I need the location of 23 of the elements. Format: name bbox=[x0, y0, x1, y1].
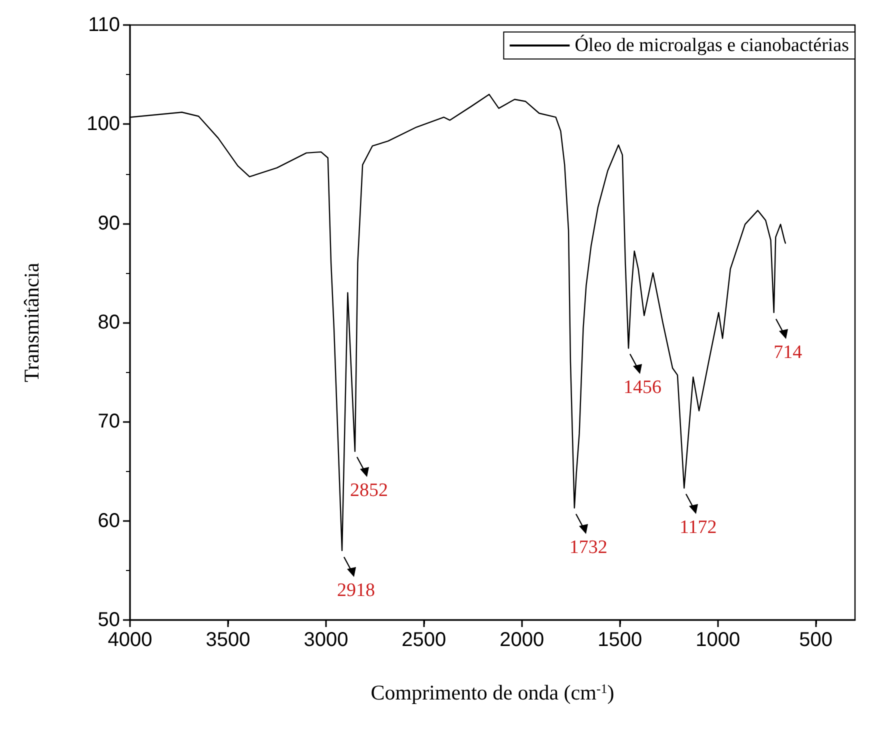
annotation: 1732 bbox=[569, 536, 608, 558]
annotation: 714 bbox=[774, 342, 802, 363]
x-tick-label: 500 bbox=[799, 629, 832, 651]
annotation: 2918 bbox=[337, 580, 375, 601]
x-tick-label: 1500 bbox=[598, 629, 642, 651]
y-axis-title: Transmitância bbox=[20, 262, 44, 382]
x-tick-label: 2500 bbox=[402, 629, 446, 651]
y-tick-label: 100 bbox=[86, 113, 120, 136]
x-tick-label: 3000 bbox=[304, 629, 348, 651]
y-tick-label: 110 bbox=[88, 14, 120, 36]
x-tick-label: 3500 bbox=[206, 629, 250, 651]
y-tick-label: 60 bbox=[98, 510, 120, 532]
x-tick-label: 4000 bbox=[108, 629, 152, 651]
x-tick-label: 1000 bbox=[696, 629, 740, 651]
y-tick-label: 80 bbox=[98, 312, 120, 334]
y-tick-label: 70 bbox=[98, 410, 120, 433]
legend-label: Óleo de microalgas e cianobactérias bbox=[574, 34, 849, 56]
y-tick-label: 90 bbox=[98, 212, 120, 234]
annotation: 2852 bbox=[350, 480, 388, 502]
annotation: 1172 bbox=[679, 517, 717, 538]
x-tick-label: 2000 bbox=[500, 629, 544, 651]
y-tick-label: 50 bbox=[98, 609, 120, 631]
annotation: 1456 bbox=[623, 377, 662, 398]
